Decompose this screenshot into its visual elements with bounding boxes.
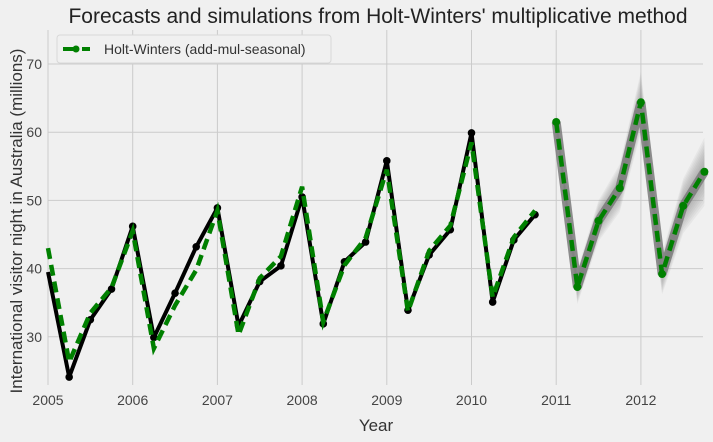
forecast-marker [552,117,561,126]
forecast-line [553,101,707,288]
y-tick-label: 40 [26,261,42,277]
x-tick-label: 2008 [287,392,318,408]
observed-marker [467,129,476,137]
observed-marker [488,298,497,306]
legend: Holt-Winters (add-mul-seasonal) [56,34,332,64]
x-axis-label: Year [359,416,394,435]
x-tick-label: 2005 [32,392,63,408]
observed-marker [65,373,73,381]
x-tick-label: 2011 [541,392,571,408]
legend-box [56,34,332,64]
chart-title: Forecasts and simulations from Holt-Wint… [68,5,687,28]
forecast-marker [573,283,582,292]
x-tick-label: 2010 [456,392,487,408]
legend-label: Holt-Winters (add-mul-seasonal) [104,41,306,57]
observed-marker [383,157,391,165]
y-axis-label: International visitor night in Australia… [7,49,26,394]
x-axis-ticks: 2005 2006 2007 2008 2009 2010 2011 2012 [32,392,656,408]
observed-marker [361,238,370,246]
observed-marker [150,333,158,342]
x-tick-label: 2007 [202,392,233,408]
y-tick-label: 50 [26,192,42,208]
y-tick-label: 60 [26,124,42,140]
observed-marker [277,262,285,270]
observed-marker [171,289,179,297]
forecast-marker [700,167,709,176]
legend-marker-icon [72,45,80,53]
series-lines [45,98,709,381]
fitted-line [45,141,537,370]
forecast-marker [658,270,667,279]
y-tick-label: 30 [26,329,42,345]
forecast-marker [679,201,688,210]
x-tick-label: 2006 [117,392,148,408]
x-tick-label: 2012 [625,392,656,408]
forecast-marker [615,184,624,193]
y-axis-ticks: 30 40 50 60 70 [26,56,42,345]
observed-marker [107,285,116,293]
observed-marker [192,242,201,251]
forecast-marker [636,98,645,107]
forecast-marker [594,216,603,225]
x-tick-label: 2009 [371,392,402,408]
y-tick-label: 70 [26,56,42,72]
